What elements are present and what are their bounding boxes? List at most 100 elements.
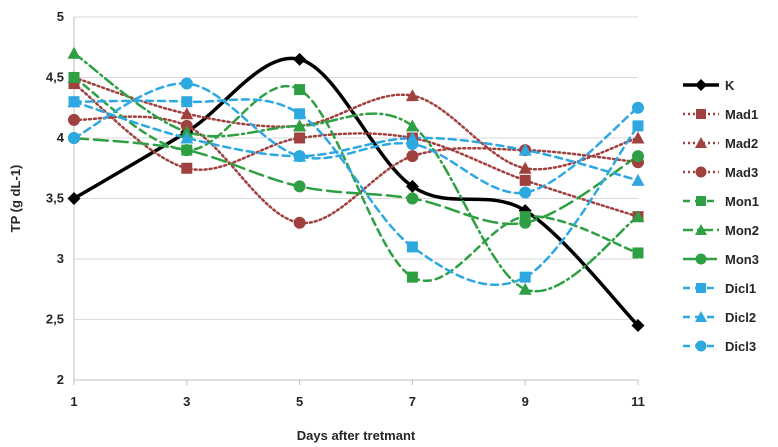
y-tick-label: 4 xyxy=(57,130,65,145)
data-point-mon1 xyxy=(68,72,80,83)
y-tick-label: 4,5 xyxy=(46,70,64,85)
data-point-mad2 xyxy=(180,107,194,120)
series-lines xyxy=(72,52,640,328)
legend-label: Dicl3 xyxy=(725,339,756,354)
legend-item-mon1: Mon1 xyxy=(683,194,759,209)
legend-item-k: K xyxy=(683,78,735,93)
legend-label: Mad1 xyxy=(725,107,758,122)
data-point-mad2 xyxy=(518,161,532,174)
data-point-dicl3 xyxy=(68,132,80,144)
data-point-mad3 xyxy=(293,216,306,229)
legend-swatch-marker xyxy=(695,137,707,148)
x-tick-label: 7 xyxy=(409,394,416,409)
legend-item-mad3: Mad3 xyxy=(683,165,758,180)
legend-swatch-marker xyxy=(695,311,707,322)
data-point-dicl1 xyxy=(294,108,306,120)
data-point-mon1 xyxy=(294,84,306,96)
data-point-mon3 xyxy=(632,150,644,163)
data-point-dicl2 xyxy=(518,143,532,156)
y-tick-label: 2 xyxy=(57,372,64,387)
series-line-mon2 xyxy=(72,52,640,293)
legend-label: Mon3 xyxy=(725,252,759,267)
legend-label: Dicl1 xyxy=(725,281,756,296)
legend-swatch-marker xyxy=(695,79,707,91)
y-tick-label: 3,5 xyxy=(46,191,64,206)
legend-swatch-marker xyxy=(695,166,707,178)
data-point-dicl1 xyxy=(632,120,644,132)
legend-swatch-marker xyxy=(695,253,707,265)
data-point-dicl2 xyxy=(180,131,194,144)
data-point-dicl3 xyxy=(519,186,532,199)
data-point-mon1 xyxy=(406,271,418,283)
legend-item-dicl3: Dicl3 xyxy=(683,339,756,354)
legend: K Mad1 Mad2 Mad3 Mon1 Mon2 Mon3 Dicl1 Dicl2 Dicl3 xyxy=(683,78,759,354)
series-line-dicl2 xyxy=(72,100,640,182)
data-point-k xyxy=(293,52,307,66)
data-point-dicl3 xyxy=(180,77,193,90)
data-point-mon2 xyxy=(293,119,307,132)
y-tick-label: 5 xyxy=(57,9,64,24)
data-point-mad2 xyxy=(631,131,645,144)
x-axis-title: Days after tretmant xyxy=(297,428,416,443)
legend-swatch-marker xyxy=(696,283,706,293)
data-point-dicl1 xyxy=(406,241,418,253)
data-point-mon3 xyxy=(293,180,306,193)
data-point-dicl1 xyxy=(519,271,531,283)
legend-swatch-marker xyxy=(695,340,707,352)
data-point-dicl2 xyxy=(631,173,645,186)
x-tick-label: 5 xyxy=(296,394,303,409)
data-point-mon2 xyxy=(405,119,419,132)
data-point-mad1 xyxy=(181,162,193,174)
data-point-dicl3 xyxy=(293,150,306,163)
legend-label: Mad2 xyxy=(725,136,758,151)
x-tick-label: 9 xyxy=(522,394,529,409)
series-line-mon3 xyxy=(72,136,640,226)
legend-label: Dicl2 xyxy=(725,310,756,325)
data-point-mon2 xyxy=(180,125,194,138)
data-point-mon3 xyxy=(406,192,419,205)
legend-label: Mad3 xyxy=(725,165,758,180)
data-point-dicl2 xyxy=(67,95,81,108)
x-tick-label: 1 xyxy=(70,394,77,409)
data-point-mad1 xyxy=(68,78,80,90)
data-point-dicl3 xyxy=(406,138,419,151)
legend-swatch-marker xyxy=(696,196,706,206)
y-tick-label: 3 xyxy=(57,251,64,266)
legend-item-dicl1: Dicl1 xyxy=(683,281,756,296)
x-tick-label: 3 xyxy=(183,394,190,409)
legend-label: Mon2 xyxy=(725,223,759,238)
data-point-mon3 xyxy=(519,216,532,229)
data-point-mad1 xyxy=(294,132,306,144)
data-point-mon3 xyxy=(180,144,193,157)
legend-label: K xyxy=(725,78,735,93)
data-point-k xyxy=(67,192,81,205)
series-line-dicl3 xyxy=(72,82,640,195)
axes: 2 2,5 3 3,5 4 4,5 5 1 3 5 7 9 11 xyxy=(46,9,645,409)
legend-item-mon2: Mon2 xyxy=(683,223,759,238)
series-line-mad2 xyxy=(72,76,640,171)
data-point-mad3 xyxy=(68,113,80,126)
gridlines xyxy=(74,16,638,381)
data-point-mon1 xyxy=(632,247,644,259)
data-point-mon2 xyxy=(631,210,645,223)
data-point-mad2 xyxy=(405,89,419,102)
legend-item-mad2: Mad2 xyxy=(683,136,758,151)
legend-item-dicl2: Dicl2 xyxy=(683,310,756,325)
legend-label: Mon1 xyxy=(725,194,759,209)
y-axis-title: TP (g dL-1) xyxy=(8,165,23,233)
data-point-k xyxy=(405,179,419,193)
data-point-k xyxy=(631,319,645,333)
data-point-mon2 xyxy=(67,46,81,59)
data-point-mad1 xyxy=(519,174,531,186)
data-point-dicl1 xyxy=(181,96,193,108)
data-point-dicl3 xyxy=(632,101,644,114)
legend-item-mon3: Mon3 xyxy=(683,252,759,267)
data-point-mon1 xyxy=(519,211,531,223)
legend-swatch-marker xyxy=(695,224,707,235)
legend-item-mad1: Mad1 xyxy=(683,107,758,122)
legend-swatch-marker xyxy=(696,109,706,119)
data-point-mon2 xyxy=(518,282,532,295)
data-point-mad3 xyxy=(406,150,419,163)
